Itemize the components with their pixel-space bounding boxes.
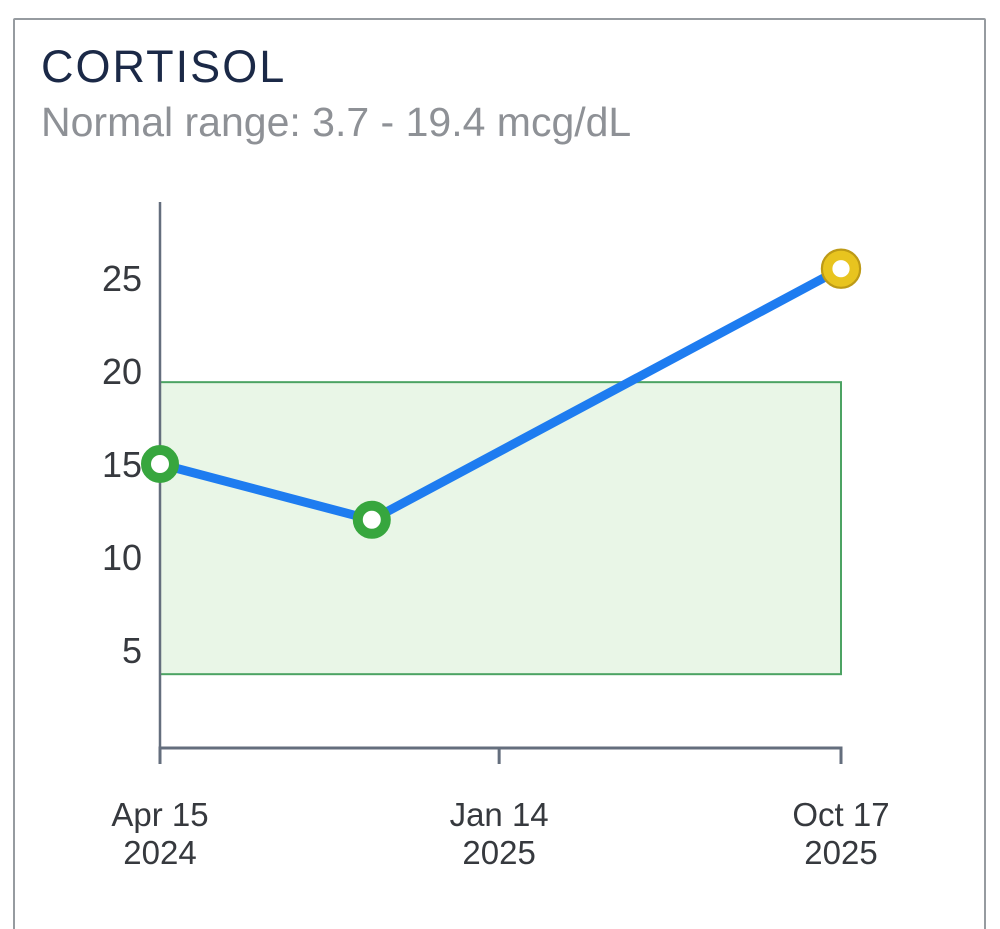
data-point-marker-in-range[interactable] (352, 500, 391, 539)
x-tick-label: Apr 15 2024 (111, 796, 208, 871)
y-tick-label: 5 (122, 630, 142, 671)
page-title: CORTISOL (41, 41, 287, 92)
data-point-marker-in-range[interactable] (141, 445, 179, 483)
data-point-marker-out-of-range[interactable] (820, 248, 862, 289)
normal-range-label: Normal range: 3.7 - 19.4 mcg/dL (41, 98, 632, 145)
y-tick-label: 20 (102, 351, 142, 392)
y-axis-tick-labels: 25 20 15 10 5 (102, 258, 142, 671)
normal-range-band (159, 381, 842, 676)
card-header: CORTISOL Normal range: 3.7 - 19.4 mcg/dL (15, 20, 984, 146)
y-tick-label: 15 (102, 444, 142, 485)
x-axis-tick-labels: Apr 15 2024 Jan 14 2025 Oct 17 2025 (111, 796, 889, 871)
x-tick-label: Jan 14 2025 (450, 796, 549, 871)
y-tick-label: 10 (102, 537, 142, 578)
x-axis (158, 746, 843, 764)
y-tick-label: 25 (102, 258, 142, 299)
x-tick-label: Oct 17 2025 (792, 796, 889, 871)
data-point-markers (141, 248, 862, 539)
